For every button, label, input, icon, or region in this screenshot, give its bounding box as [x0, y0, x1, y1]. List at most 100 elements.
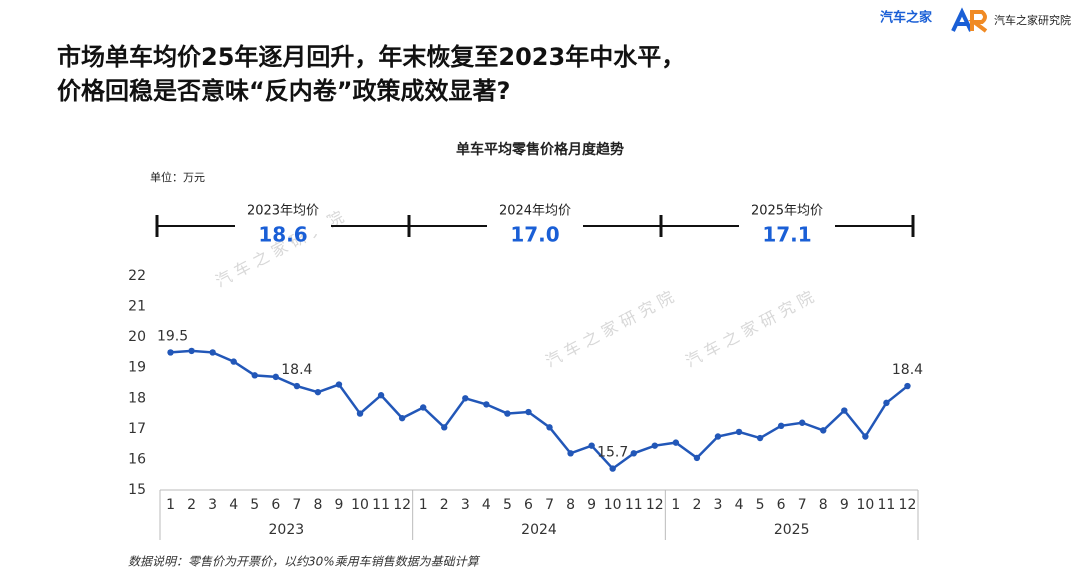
average-value: 18.6	[258, 223, 307, 247]
x-tick-label: 12	[393, 497, 411, 513]
data-point	[230, 358, 237, 365]
x-tick-label: 6	[524, 497, 533, 513]
data-point	[167, 349, 174, 356]
data-point	[756, 434, 764, 442]
x-tick-label: 11	[625, 497, 643, 513]
x-tick-label: 9	[335, 497, 344, 513]
data-point	[525, 408, 532, 416]
data-point	[546, 424, 553, 431]
data-point	[609, 465, 616, 472]
institute-logo	[951, 7, 973, 32]
average-name: 2025年均价	[751, 204, 823, 219]
average-value: 17.1	[762, 223, 811, 247]
y-tick-label: 18	[128, 390, 146, 406]
x-tick-label: 8	[313, 497, 322, 513]
x-tick-label: 6	[271, 497, 280, 513]
data-point	[335, 381, 343, 388]
x-tick-label: 7	[545, 497, 554, 513]
data-point	[272, 373, 280, 381]
data-point	[630, 450, 637, 457]
group-label: 2025	[774, 522, 810, 538]
series-line	[170, 349, 909, 471]
data-label: 15.7	[597, 445, 628, 461]
brand-logo: 汽车之家	[880, 10, 933, 26]
data-point	[251, 372, 258, 379]
slide-title: 价格回稳是否意味“反内卷”政策成效显著?	[57, 77, 510, 105]
y-tick-label: 20	[128, 329, 146, 345]
average-name: 2023年均价	[247, 204, 319, 219]
watermark: 汽 车 之 家 研 究 院	[682, 287, 817, 371]
x-tick-label: 1	[419, 497, 428, 513]
x-tick-label: 5	[503, 497, 512, 513]
data-point	[567, 450, 574, 457]
x-tick-label: 10	[351, 497, 369, 513]
x-tick-label: 7	[798, 497, 807, 513]
institute-name: 汽车之家研究院	[994, 13, 1071, 27]
data-point	[377, 392, 385, 399]
x-tick-label: 3	[208, 497, 217, 513]
data-label: 19.5	[157, 328, 188, 344]
x-tick-label: 7	[292, 497, 301, 513]
data-point	[356, 410, 364, 417]
x-tick-label: 3	[461, 497, 470, 513]
y-tick-label: 17	[128, 421, 146, 437]
x-tick-label: 10	[856, 497, 874, 513]
x-tick-label: 6	[777, 497, 786, 513]
x-tick-label: 3	[714, 497, 723, 513]
data-point	[293, 382, 301, 390]
data-point	[188, 347, 195, 355]
data-label: 18.4	[281, 362, 312, 378]
data-label: 18.4	[892, 362, 923, 378]
x-tick-label: 5	[250, 497, 259, 513]
watermark: 汽 车 之 家 研 究 院	[542, 287, 677, 371]
y-tick-label: 15	[128, 482, 146, 498]
y-tick-label: 16	[128, 451, 146, 467]
y-tick-label: 22	[128, 268, 146, 284]
data-point	[883, 399, 890, 407]
x-tick-label: 4	[735, 497, 744, 513]
x-tick-label: 9	[587, 497, 596, 513]
group-label: 2023	[269, 522, 305, 538]
data-point	[841, 407, 848, 414]
x-tick-label: 2	[692, 497, 701, 513]
y-tick-label: 19	[128, 360, 146, 376]
data-point	[441, 424, 448, 431]
data-point	[798, 419, 806, 426]
x-tick-label: 5	[756, 497, 765, 513]
institute-logo	[968, 10, 988, 33]
average-value: 17.0	[510, 223, 559, 247]
data-point	[672, 439, 680, 446]
data-point	[209, 349, 216, 356]
data-point	[483, 401, 490, 408]
x-tick-label: 10	[604, 497, 622, 513]
x-tick-label: 4	[482, 497, 491, 513]
x-tick-label: 4	[229, 497, 238, 513]
slide-title: 市场单车均价25年逐月回升，年末恢复至2023年中水平，	[57, 43, 685, 71]
data-point	[693, 454, 701, 462]
unit-label: 单位：万元	[150, 170, 205, 184]
data-point	[588, 442, 595, 449]
data-point	[419, 404, 427, 411]
x-tick-label: 2	[440, 497, 449, 513]
x-tick-label: 9	[840, 497, 849, 513]
data-point	[462, 395, 469, 402]
x-tick-label: 12	[646, 497, 664, 513]
y-tick-label: 21	[128, 299, 146, 315]
x-tick-label: 2	[187, 497, 196, 513]
average-name: 2024年均价	[499, 204, 571, 219]
group-label: 2024	[521, 522, 557, 538]
data-point	[777, 422, 785, 429]
x-tick-label: 1	[166, 497, 175, 513]
average-label-background	[487, 218, 583, 234]
x-tick-label: 8	[819, 497, 828, 513]
data-point	[904, 382, 911, 390]
average-label-background	[235, 218, 331, 234]
data-point	[862, 433, 869, 440]
x-tick-label: 11	[878, 497, 896, 513]
data-point	[314, 388, 322, 396]
footnote: 数据说明：零售价为开票价，以约30%乘用车销售数据为基础计算	[128, 555, 481, 569]
data-point	[735, 428, 743, 436]
x-tick-label: 11	[372, 497, 390, 513]
data-point	[820, 427, 827, 434]
